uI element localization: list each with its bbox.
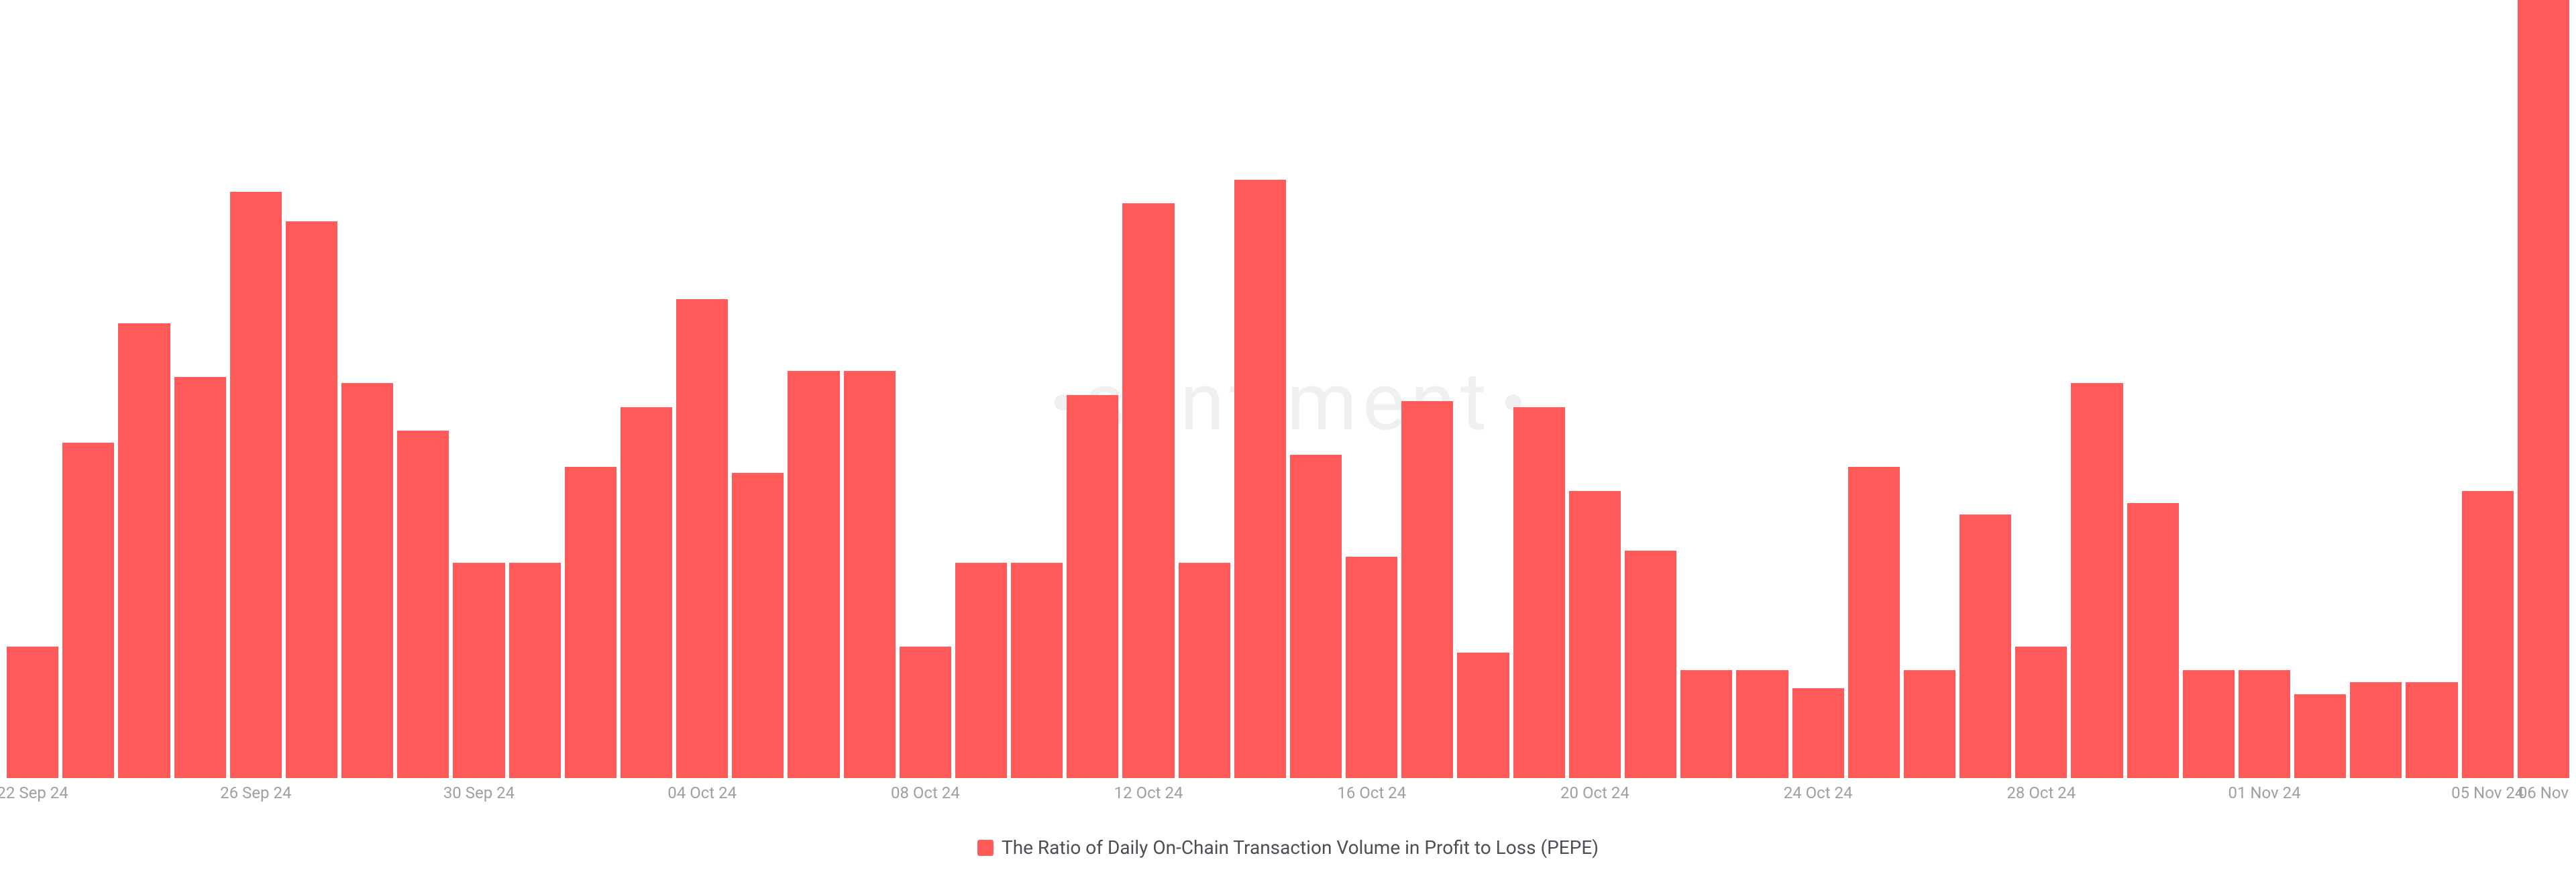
bar: [1960, 514, 2011, 778]
bar: [1736, 670, 1788, 778]
bar: [2183, 670, 2235, 778]
bars-region: [0, 0, 2576, 778]
x-axis-label: 05 Nov 24: [2451, 783, 2524, 802]
bar: [1346, 557, 1397, 778]
bar: [732, 473, 784, 778]
bar: [286, 221, 337, 778]
bar: [2518, 0, 2569, 778]
x-axis: 22 Sep 24 26 Sep 24 30 Sep 24 04 Oct 24 08 O…: [0, 778, 2576, 805]
bar: [565, 467, 616, 778]
bar: [2462, 491, 2514, 778]
x-axis-label: 24 Oct 24: [1784, 783, 1853, 802]
x-axis-label: 22 Sep 24: [0, 783, 68, 802]
bar: [2406, 682, 2457, 778]
bar: [1569, 491, 1621, 778]
bar: [453, 563, 504, 778]
bar: [955, 563, 1007, 778]
x-axis-label: 28 Oct 24: [2006, 783, 2076, 802]
bar: [341, 383, 393, 778]
x-axis-label: 06 Nov: [2518, 783, 2569, 802]
bar: [2015, 647, 2067, 778]
x-axis-label: 08 Oct 24: [891, 783, 960, 802]
bar: [621, 407, 672, 778]
chart-container: santiment 22 Sep 2426 Sep 2430 Sep 2404 …: [0, 0, 2576, 805]
bar: [230, 192, 282, 778]
bar: [1234, 180, 1286, 778]
bar: [2127, 503, 2179, 778]
x-axis-label: 26 Sep 24: [220, 783, 291, 802]
bar: [1457, 653, 1509, 778]
bar: [2350, 682, 2402, 778]
bar: [900, 647, 951, 778]
bar: [2294, 694, 2346, 778]
bar: [2071, 383, 2123, 778]
bar: [788, 371, 839, 778]
bar: [509, 563, 561, 778]
bar: [1179, 563, 1230, 778]
x-axis-label: 20 Oct 24: [1560, 783, 1629, 802]
legend-label: The Ratio of Daily On-Chain Transaction …: [1002, 836, 1599, 859]
bar: [1792, 688, 1844, 778]
x-axis-label: 01 Nov 24: [2228, 783, 2300, 802]
bar: [844, 371, 896, 778]
bar: [1011, 563, 1063, 778]
bar: [62, 443, 114, 778]
legend-swatch: [977, 840, 994, 856]
bar: [1625, 551, 1676, 778]
x-axis-label: 12 Oct 24: [1114, 783, 1183, 802]
x-axis-label: 04 Oct 24: [667, 783, 737, 802]
bar: [1904, 670, 1955, 778]
x-axis-label: 30 Sep 24: [443, 783, 515, 802]
bar: [7, 647, 58, 778]
bar: [676, 299, 728, 778]
bar: [1290, 455, 1342, 778]
bar: [2239, 670, 2290, 778]
bar: [1122, 203, 1174, 778]
bar: [1848, 467, 1900, 778]
x-axis-label: 16 Oct 24: [1337, 783, 1406, 802]
bar: [174, 377, 226, 778]
bar: [397, 431, 449, 778]
bar: [118, 323, 170, 778]
bar: [1401, 401, 1453, 778]
bar: [1067, 395, 1118, 778]
legend: The Ratio of Daily On-Chain Transaction …: [977, 836, 1599, 859]
bar: [1513, 407, 1565, 778]
bar: [1680, 670, 1732, 778]
